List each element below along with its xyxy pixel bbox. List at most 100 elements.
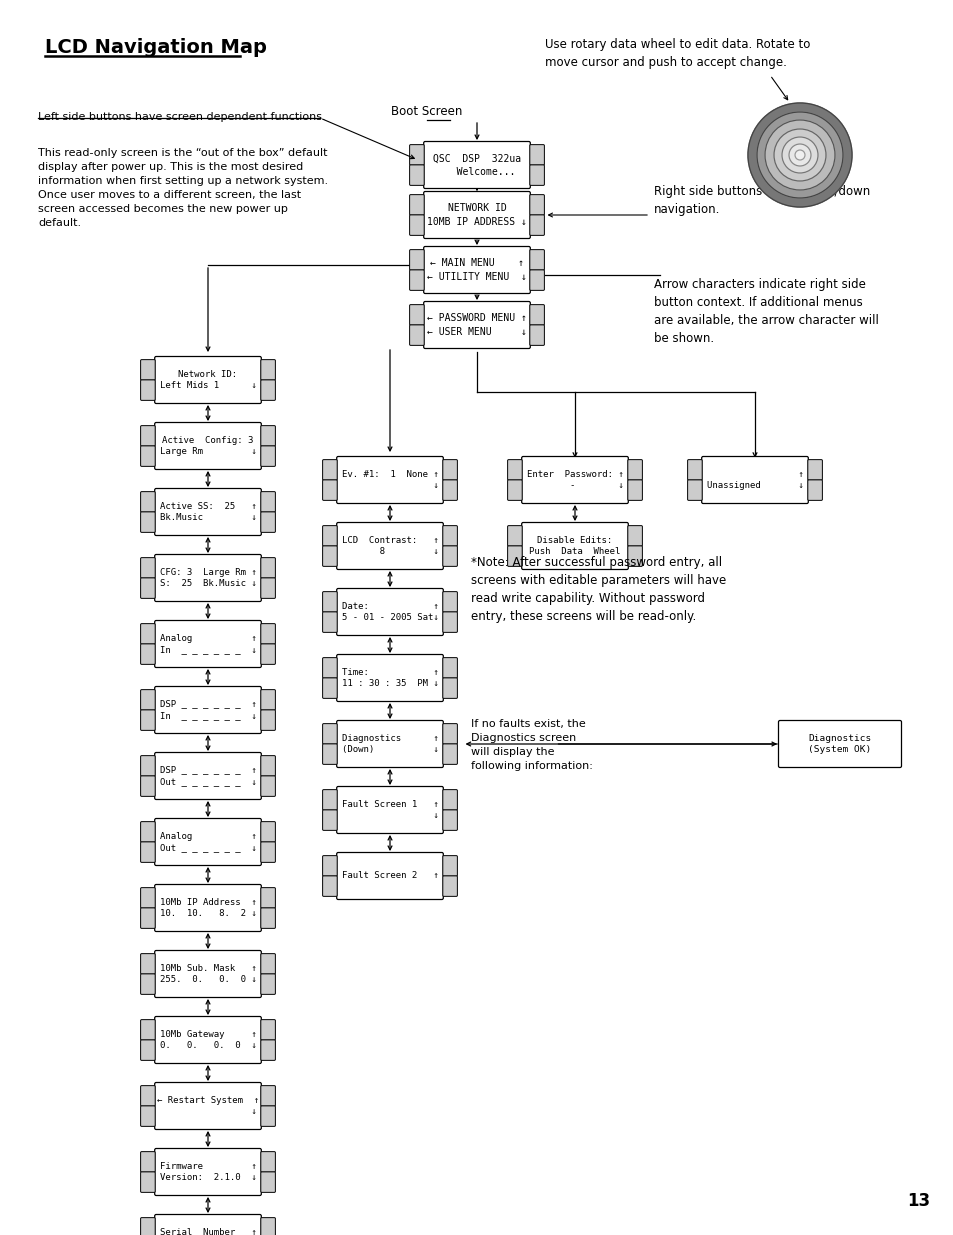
FancyBboxPatch shape: [140, 1086, 155, 1107]
Text: CFG: 3  Large Rm ↑
S:  25  Bk.Music ↓: CFG: 3 Large Rm ↑ S: 25 Bk.Music ↓: [159, 568, 256, 588]
Circle shape: [757, 112, 842, 198]
FancyBboxPatch shape: [140, 380, 155, 400]
FancyBboxPatch shape: [260, 359, 275, 380]
FancyBboxPatch shape: [529, 325, 544, 346]
FancyBboxPatch shape: [260, 1218, 275, 1235]
Text: 10Mb IP Address  ↑
10.  10.   8.  2 ↓: 10Mb IP Address ↑ 10. 10. 8. 2 ↓: [159, 898, 256, 919]
FancyBboxPatch shape: [140, 558, 155, 578]
Text: LCD Navigation Map: LCD Navigation Map: [45, 38, 267, 57]
FancyBboxPatch shape: [260, 1020, 275, 1040]
FancyBboxPatch shape: [442, 743, 456, 764]
FancyBboxPatch shape: [140, 888, 155, 908]
FancyBboxPatch shape: [442, 611, 456, 632]
FancyBboxPatch shape: [336, 720, 443, 767]
FancyBboxPatch shape: [409, 215, 424, 236]
FancyBboxPatch shape: [507, 526, 521, 546]
Text: Time:            ↑
11 : 30 : 35  PM ↓: Time: ↑ 11 : 30 : 35 PM ↓: [341, 668, 438, 688]
Text: NETWORK ID
10MB IP ADDRESS ↓: NETWORK ID 10MB IP ADDRESS ↓: [427, 204, 526, 226]
Text: Boot Screen: Boot Screen: [391, 105, 462, 119]
FancyBboxPatch shape: [154, 1083, 261, 1130]
FancyBboxPatch shape: [807, 480, 821, 500]
FancyBboxPatch shape: [529, 195, 544, 215]
FancyBboxPatch shape: [442, 810, 456, 830]
FancyBboxPatch shape: [140, 578, 155, 599]
FancyBboxPatch shape: [260, 511, 275, 532]
Circle shape: [773, 128, 825, 182]
FancyBboxPatch shape: [322, 480, 336, 500]
FancyBboxPatch shape: [322, 592, 336, 613]
FancyBboxPatch shape: [140, 1152, 155, 1172]
FancyBboxPatch shape: [260, 776, 275, 797]
FancyBboxPatch shape: [154, 422, 261, 469]
FancyBboxPatch shape: [260, 643, 275, 664]
FancyBboxPatch shape: [442, 546, 456, 567]
FancyBboxPatch shape: [154, 884, 261, 931]
FancyBboxPatch shape: [140, 446, 155, 467]
FancyBboxPatch shape: [442, 876, 456, 897]
FancyBboxPatch shape: [140, 1040, 155, 1061]
Text: Network ID:
Left Mids 1      ↓: Network ID: Left Mids 1 ↓: [159, 369, 256, 390]
Text: 10Mb Gateway     ↑
0.   0.   0.  0  ↓: 10Mb Gateway ↑ 0. 0. 0. 0 ↓: [159, 1030, 256, 1051]
FancyBboxPatch shape: [154, 1149, 261, 1195]
Text: Ev. #1:  1  None ↑
                 ↓: Ev. #1: 1 None ↑ ↓: [341, 469, 438, 490]
FancyBboxPatch shape: [260, 974, 275, 994]
FancyBboxPatch shape: [701, 457, 807, 504]
Text: Diagnostics      ↑
(Down)           ↓: Diagnostics ↑ (Down) ↓: [341, 734, 438, 755]
FancyBboxPatch shape: [336, 457, 443, 504]
FancyBboxPatch shape: [336, 787, 443, 834]
FancyBboxPatch shape: [140, 511, 155, 532]
FancyBboxPatch shape: [529, 305, 544, 325]
FancyBboxPatch shape: [423, 191, 530, 238]
Text: Date:            ↑
5 - 01 - 2005 Sat↓: Date: ↑ 5 - 01 - 2005 Sat↓: [341, 601, 438, 622]
Circle shape: [788, 144, 810, 165]
FancyBboxPatch shape: [322, 743, 336, 764]
FancyBboxPatch shape: [423, 142, 530, 189]
Text: Disable Edits:
Push  Data  Wheel: Disable Edits: Push Data Wheel: [529, 536, 620, 557]
FancyBboxPatch shape: [442, 789, 456, 810]
FancyBboxPatch shape: [627, 546, 641, 567]
FancyBboxPatch shape: [260, 380, 275, 400]
Text: ← PASSWORD MENU ↑
← USER MENU     ↓: ← PASSWORD MENU ↑ ← USER MENU ↓: [427, 314, 526, 337]
Text: 13: 13: [906, 1192, 929, 1210]
FancyBboxPatch shape: [409, 305, 424, 325]
Text: ↑
Unassigned       ↓: ↑ Unassigned ↓: [706, 469, 802, 490]
FancyBboxPatch shape: [260, 821, 275, 842]
Text: Enter  Password: ↑
        -        ↓: Enter Password: ↑ - ↓: [526, 469, 622, 490]
FancyBboxPatch shape: [627, 459, 641, 480]
FancyBboxPatch shape: [140, 492, 155, 513]
FancyBboxPatch shape: [687, 459, 701, 480]
Text: ← MAIN MENU    ↑
← UTILITY MENU  ↓: ← MAIN MENU ↑ ← UTILITY MENU ↓: [427, 258, 526, 282]
FancyBboxPatch shape: [140, 1218, 155, 1235]
FancyBboxPatch shape: [260, 624, 275, 645]
FancyBboxPatch shape: [140, 689, 155, 710]
FancyBboxPatch shape: [442, 724, 456, 745]
FancyBboxPatch shape: [140, 821, 155, 842]
FancyBboxPatch shape: [260, 1105, 275, 1126]
FancyBboxPatch shape: [322, 546, 336, 567]
FancyBboxPatch shape: [154, 951, 261, 998]
FancyBboxPatch shape: [154, 357, 261, 404]
FancyBboxPatch shape: [409, 144, 424, 165]
FancyBboxPatch shape: [260, 689, 275, 710]
Text: Active SS:  25   ↑
Bk.Music         ↓: Active SS: 25 ↑ Bk.Music ↓: [159, 501, 256, 522]
Text: If no faults exist, the
Diagnostics screen
will display the
following informatio: If no faults exist, the Diagnostics scre…: [470, 719, 592, 771]
Circle shape: [781, 137, 817, 173]
FancyBboxPatch shape: [529, 165, 544, 185]
FancyBboxPatch shape: [442, 526, 456, 546]
FancyBboxPatch shape: [627, 526, 641, 546]
Text: Diagnostics
(System OK): Diagnostics (System OK): [807, 734, 871, 755]
FancyBboxPatch shape: [336, 852, 443, 899]
FancyBboxPatch shape: [442, 658, 456, 678]
FancyBboxPatch shape: [154, 620, 261, 667]
FancyBboxPatch shape: [260, 446, 275, 467]
FancyBboxPatch shape: [154, 489, 261, 536]
Text: Active  Config: 3
Large Rm         ↓: Active Config: 3 Large Rm ↓: [159, 436, 256, 457]
FancyBboxPatch shape: [529, 144, 544, 165]
Text: Analog           ↑
Out _ _ _ _ _ _  ↓: Analog ↑ Out _ _ _ _ _ _ ↓: [159, 831, 256, 852]
FancyBboxPatch shape: [260, 492, 275, 513]
Text: *Note: After successful password entry, all
screens with editable parameters wil: *Note: After successful password entry, …: [470, 556, 725, 622]
FancyBboxPatch shape: [521, 457, 628, 504]
FancyBboxPatch shape: [140, 710, 155, 730]
FancyBboxPatch shape: [140, 908, 155, 929]
FancyBboxPatch shape: [260, 710, 275, 730]
